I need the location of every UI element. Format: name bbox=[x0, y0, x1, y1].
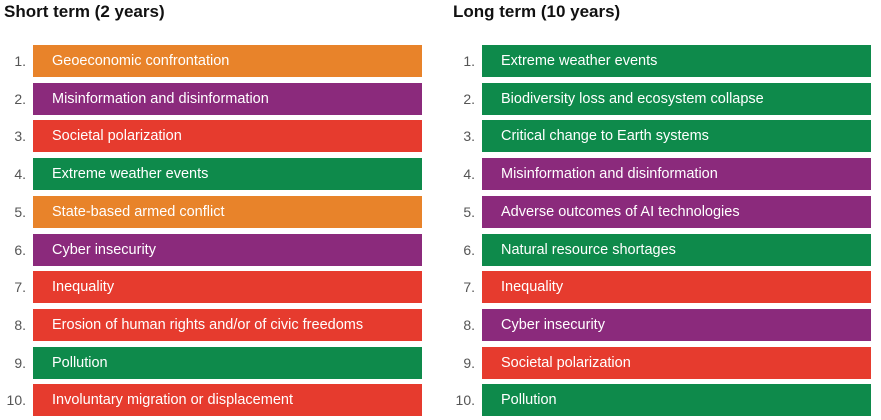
risk-bar: Critical change to Earth systems bbox=[482, 120, 871, 153]
column-title: Long term (10 years) bbox=[453, 2, 621, 21]
risk-bar: Geoeconomic confrontation bbox=[33, 45, 422, 77]
risk-bar: Cyber insecurity bbox=[482, 308, 871, 341]
risk-bar: Inequality bbox=[33, 271, 422, 304]
risk-bar: Extreme weather events bbox=[482, 45, 871, 77]
rank-number: 5. bbox=[14, 203, 26, 220]
rank-number: 1. bbox=[463, 53, 475, 69]
rank-number: 6. bbox=[463, 241, 475, 258]
risk-bar: Inequality bbox=[482, 271, 871, 304]
rank-number: 4. bbox=[14, 166, 26, 183]
risk-bar: Misinformation and disinformation bbox=[33, 82, 422, 115]
risk-bar: State-based armed conflict bbox=[33, 195, 422, 228]
risk-bar: Societal polarization bbox=[482, 346, 871, 379]
risk-bar: Misinformation and disinformation bbox=[482, 158, 871, 191]
rank-number: 10. bbox=[455, 392, 475, 409]
rank-number: 5. bbox=[463, 203, 475, 220]
rank-number: 9. bbox=[14, 354, 26, 371]
risk-bar: Erosion of human rights and/or of civic … bbox=[33, 308, 422, 341]
risk-bar: Involuntary migration or displacement bbox=[33, 384, 422, 417]
risk-bar: Cyber insecurity bbox=[33, 233, 422, 266]
column: Long term (10 years) 1. Extreme weather ev… bbox=[449, 0, 879, 420]
risk-bar: Biodiversity loss and ecosystem collapse bbox=[482, 82, 871, 115]
risk-bar: Societal polarization bbox=[33, 120, 422, 153]
rank-number: 3. bbox=[14, 128, 26, 145]
rank-number: 10. bbox=[6, 392, 26, 409]
rank-number: 2. bbox=[14, 90, 26, 107]
rank-number: 2. bbox=[463, 90, 475, 107]
rank-number: 7. bbox=[14, 279, 26, 296]
risk-bar: Natural resource shortages bbox=[482, 233, 871, 266]
rank-number: 8. bbox=[463, 316, 475, 333]
risk-bar: Extreme weather events bbox=[33, 158, 422, 191]
rank-number: 8. bbox=[14, 316, 26, 333]
column-title: Short term (2 years) bbox=[4, 2, 165, 21]
rank-number: 4. bbox=[463, 166, 475, 183]
rank-number: 3. bbox=[463, 128, 475, 145]
rank-number: 7. bbox=[463, 279, 475, 296]
risk-bar: Adverse outcomes of AI technologies bbox=[482, 195, 871, 228]
risk-bar: Pollution bbox=[33, 346, 422, 379]
rank-number: 9. bbox=[463, 354, 475, 371]
rank-number: 6. bbox=[14, 241, 26, 258]
column: Short term (2 years) 1. Geoeconomic confro… bbox=[0, 0, 430, 420]
risk-bar: Pollution bbox=[482, 384, 871, 417]
rank-number: 1. bbox=[14, 53, 26, 69]
